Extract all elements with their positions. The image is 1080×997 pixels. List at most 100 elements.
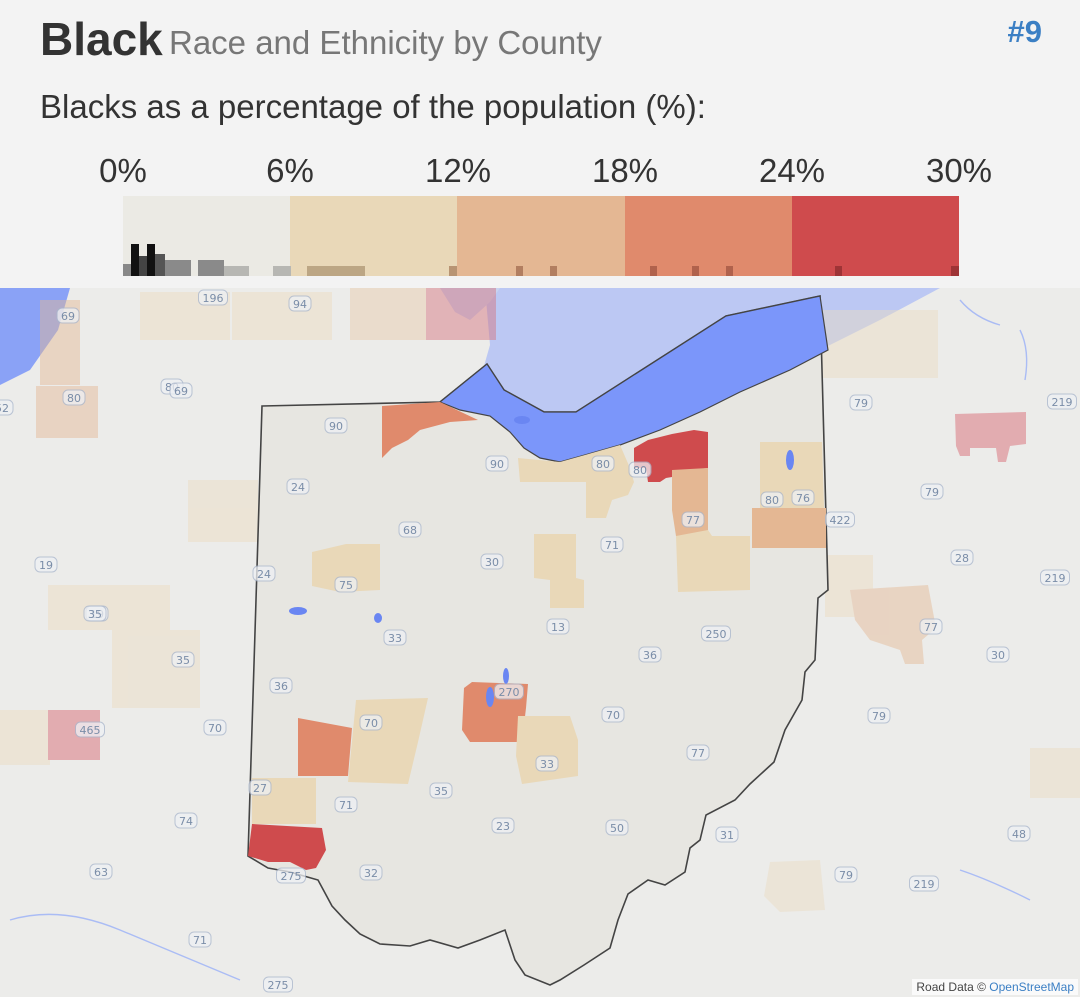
highway-shield: 465	[75, 721, 105, 738]
county-lucas[interactable]	[382, 402, 478, 458]
highway-shield-label: 75	[339, 579, 353, 592]
legend-tick-6: 6%	[266, 152, 314, 189]
openstreetmap-link[interactable]: OpenStreetMap	[989, 980, 1074, 994]
highway-shields: 90 80 90 80 24 68 71 30 75 80 77 13 33 250 36 36 270 70 70…	[0, 289, 1077, 993]
hist-bar	[516, 266, 523, 276]
legend-bin-18-24	[624, 196, 792, 276]
rivers	[9, 299, 1031, 981]
highway-shield: 90	[485, 455, 509, 472]
highway-shield-label: 36	[274, 680, 288, 693]
county-shape	[48, 585, 170, 630]
highway-shield: 71	[600, 536, 624, 553]
highway-shield-label: 250	[706, 628, 727, 641]
county-stark[interactable]	[676, 530, 750, 592]
highway-shield: 70	[601, 706, 625, 723]
county-shape	[850, 585, 936, 664]
highway-shield: 80	[591, 455, 615, 472]
legend-histogram	[123, 244, 959, 276]
highway-shield-label: 90	[490, 458, 504, 471]
legend-tick-12: 12%	[424, 152, 492, 189]
highway-shield: 77	[681, 511, 705, 528]
county-richland[interactable]	[534, 534, 584, 608]
highway-shield-label: 69	[174, 385, 188, 398]
hist-bar	[835, 266, 842, 276]
highway-shield: 77	[919, 618, 943, 635]
hist-bar	[155, 254, 165, 276]
highway-shield: 31	[715, 826, 739, 843]
highway-shield-label: 28	[955, 552, 969, 565]
highway-shield: 35	[171, 651, 195, 668]
page-subtitle: Race and Ethnicity by County	[169, 24, 602, 61]
county-allen[interactable]	[312, 544, 380, 592]
county-shape	[764, 860, 825, 912]
highway-shield-label: 80	[765, 494, 779, 507]
highway-shield-label: 36	[643, 649, 657, 662]
hist-bar	[131, 244, 139, 276]
highway-shield-label: 275	[268, 979, 289, 992]
county-hamilton[interactable]	[248, 824, 326, 870]
county-summit[interactable]	[672, 468, 708, 540]
highway-shield-label: 24	[257, 568, 271, 581]
highway-shield-label: 79	[872, 710, 886, 723]
county-shape	[426, 288, 496, 340]
highway-shield-label: 77	[686, 514, 700, 527]
legend-tick-18: 18%	[591, 152, 659, 189]
highway-shield-label: 74	[179, 815, 193, 828]
legend-tick-30: 30%	[925, 152, 993, 189]
legend-caption: Blacks as a percentage of the population…	[40, 88, 706, 125]
highway-shield: 71	[334, 796, 358, 813]
highway-shield-label: 35	[88, 608, 102, 621]
highway-shield: 35	[429, 782, 453, 799]
highway-shield-label: 79	[854, 397, 868, 410]
highway-shield: 32	[359, 864, 383, 881]
highway-shield: 30	[986, 646, 1010, 663]
highway-shield-label: 465	[80, 724, 101, 737]
highway-shield: 219	[1040, 569, 1070, 586]
hist-bar	[692, 266, 699, 276]
highway-shield-label: 94	[293, 298, 307, 311]
highway-shield: 52	[0, 399, 14, 416]
highway-shield-label: 90	[329, 420, 343, 433]
highway-shield-label: 33	[388, 632, 402, 645]
highway-shield-label: 71	[193, 934, 207, 947]
highway-shield: 79	[834, 866, 858, 883]
legend-color-scale	[123, 196, 960, 276]
highway-shield: 68	[398, 521, 422, 538]
legend-tick-0: 0%	[99, 152, 147, 189]
highway-shield: 24	[286, 478, 310, 495]
highway-shield: 75	[334, 576, 358, 593]
county-cuyahoga[interactable]	[634, 430, 708, 482]
highway-shield: 13	[546, 618, 570, 635]
highway-shield-label: 77	[924, 621, 938, 634]
highway-shield-label: 76	[796, 492, 810, 505]
highway-shield: 79	[920, 483, 944, 500]
highway-shield-label: 70	[208, 722, 222, 735]
lake-michigan	[0, 288, 70, 385]
county-shape	[1030, 748, 1080, 798]
highway-shield-label: 19	[39, 559, 53, 572]
map-panel[interactable]: 90 80 90 80 24 68 71 30 75 80 77 13 33 250 36 36 270 70 70…	[0, 288, 1080, 997]
highway-shield: 80	[760, 491, 784, 508]
highway-shield-label: 79	[839, 869, 853, 882]
choropleth-map[interactable]: 90 80 90 80 24 68 71 30 75 80 77 13 33 250 36 36 270 70 70…	[0, 288, 1080, 997]
highway-shield: 50	[605, 819, 629, 836]
county-fairfield[interactable]	[516, 716, 578, 784]
highway-shield: 70	[359, 714, 383, 731]
county-shape	[825, 555, 873, 617]
highway-shield-label: 71	[339, 799, 353, 812]
county-montgomery[interactable]	[298, 718, 352, 776]
highway-shield-label: 79	[925, 486, 939, 499]
highway-shield-label: 63	[94, 866, 108, 879]
county-mahoning[interactable]	[752, 508, 826, 548]
highway-shield-label: 80	[67, 392, 81, 405]
page-title: Black	[40, 13, 163, 65]
highway-shield-label: 77	[691, 747, 705, 760]
highway-shield-label: 23	[496, 820, 510, 833]
highway-shield: 76	[791, 489, 815, 506]
highway-shield: 275	[276, 867, 306, 884]
county-shape	[350, 288, 426, 340]
highway-shield-label: 35	[176, 654, 190, 667]
highway-shield-label: 71	[605, 539, 619, 552]
lake-erie-ohio	[438, 295, 829, 463]
highway-shield-label: 27	[253, 782, 267, 795]
